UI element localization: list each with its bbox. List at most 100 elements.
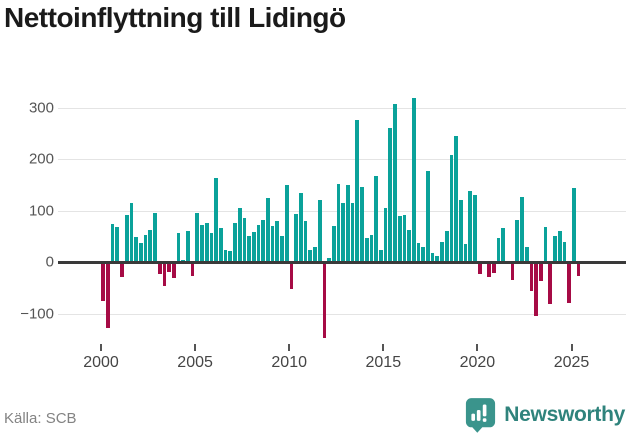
bar	[251, 231, 256, 262]
bar	[454, 136, 458, 262]
bar	[416, 242, 421, 262]
bar	[270, 225, 275, 262]
x-axis-label: 2000	[83, 354, 119, 371]
bar	[360, 186, 364, 262]
bar	[459, 200, 463, 262]
bar	[388, 127, 393, 262]
bar	[529, 263, 534, 291]
bar	[426, 170, 430, 262]
bar	[510, 263, 515, 280]
bar	[350, 202, 355, 262]
newsworthy-badge-icon	[466, 398, 496, 433]
x-axis-label: 2020	[459, 354, 496, 371]
bar	[101, 263, 106, 301]
bar	[379, 250, 383, 262]
bar	[167, 263, 171, 273]
bar	[336, 183, 341, 262]
x-axis-tick	[382, 344, 385, 351]
bar	[440, 242, 444, 262]
bar	[120, 263, 124, 278]
bar	[346, 185, 350, 262]
bar	[534, 263, 538, 317]
newsworthy-logo: Newsworthy	[465, 397, 625, 433]
bar	[242, 218, 247, 262]
bar	[520, 197, 524, 262]
bar	[204, 222, 209, 262]
bar	[571, 187, 576, 262]
bar	[562, 242, 567, 262]
gridline	[58, 313, 626, 315]
bar	[567, 263, 571, 303]
bar	[317, 199, 322, 262]
x-axis-label: 2025	[553, 354, 590, 371]
bar	[313, 247, 317, 262]
bar	[289, 263, 294, 289]
bar	[364, 237, 369, 262]
bar	[299, 192, 303, 262]
bar	[106, 263, 110, 329]
bar	[237, 207, 242, 262]
bar	[162, 263, 167, 286]
x-axis-tick	[288, 344, 291, 351]
x-axis-tick	[476, 344, 479, 351]
y-axis-label: 300	[28, 99, 54, 116]
bar	[280, 236, 284, 262]
gridline	[58, 159, 626, 160]
x-axis-label: 2005	[177, 354, 213, 371]
bar	[195, 213, 200, 262]
y-axis-label: 200	[28, 150, 54, 168]
plot-area: 300 200 100 0 −100 2000 2005 2010 2015 2020 2025	[20, 98, 626, 371]
bar	[176, 233, 181, 262]
bar	[331, 226, 336, 262]
x-axis-label: 2015	[365, 354, 402, 371]
bar	[496, 237, 501, 262]
bar	[115, 227, 120, 262]
bar	[308, 249, 313, 262]
bar	[435, 255, 440, 262]
bar	[266, 198, 270, 262]
bar	[256, 224, 261, 262]
bar	[157, 263, 162, 274]
bar	[501, 228, 506, 262]
bar	[393, 103, 397, 262]
source-label: Källa: SCB	[4, 410, 77, 427]
bar	[209, 233, 214, 262]
bar	[468, 191, 473, 262]
bar	[397, 215, 402, 262]
y-axis-label: −100	[20, 305, 54, 322]
bar	[294, 213, 298, 262]
bar	[171, 263, 176, 278]
bar	[449, 155, 454, 262]
bar	[153, 212, 157, 262]
bar	[374, 175, 378, 262]
bar	[402, 214, 407, 262]
bar	[124, 214, 129, 262]
bar	[430, 252, 435, 262]
bar	[407, 230, 411, 262]
bar	[355, 120, 360, 262]
bar	[539, 263, 543, 282]
zero-line	[58, 261, 626, 264]
bar	[327, 257, 331, 262]
bar	[411, 98, 416, 262]
bar	[233, 222, 237, 262]
bar	[284, 184, 289, 262]
bar	[190, 263, 195, 276]
bar	[553, 235, 557, 262]
bar	[223, 249, 228, 262]
bar	[247, 236, 251, 262]
bar	[576, 263, 581, 276]
bar	[303, 221, 308, 262]
x-axis-tick	[100, 344, 102, 351]
bar	[341, 202, 346, 262]
x-axis-tick	[194, 344, 197, 351]
bar	[491, 263, 496, 274]
bar	[186, 230, 190, 262]
bar	[463, 244, 468, 262]
bar	[557, 230, 562, 262]
bar	[383, 207, 388, 262]
bar	[473, 195, 477, 262]
bar	[421, 246, 426, 262]
bar	[543, 226, 548, 262]
